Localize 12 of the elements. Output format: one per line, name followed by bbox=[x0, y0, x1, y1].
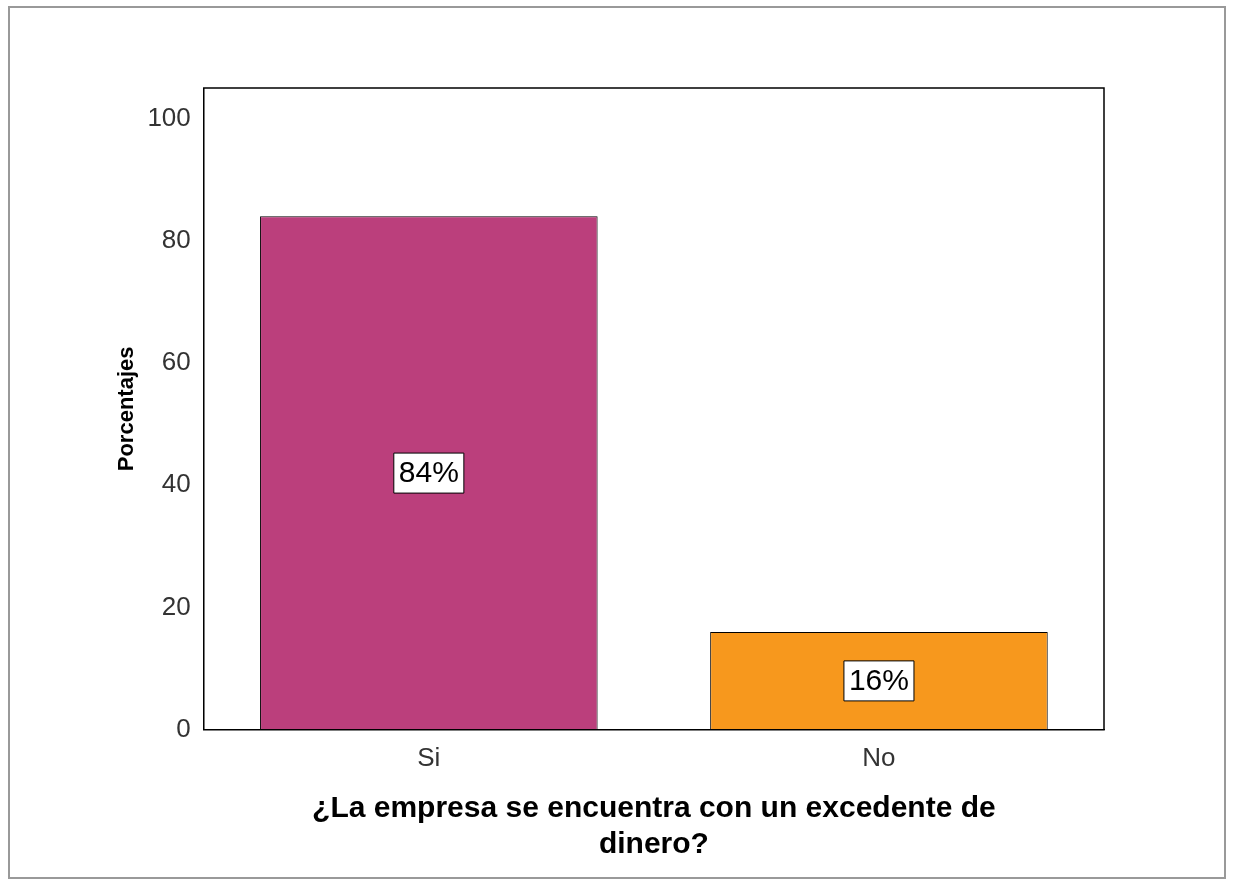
x-tick-label: Si bbox=[417, 741, 441, 772]
y-tick-label: 40 bbox=[161, 468, 191, 499]
x-axis-title: ¿La empresa se encuentra con un excedente de dinero? bbox=[312, 790, 996, 860]
y-tick-label: 20 bbox=[161, 590, 191, 621]
y-tick-label: 100 bbox=[147, 101, 191, 132]
y-axis-title: Porcentajes bbox=[113, 346, 139, 472]
y-tick-label: 80 bbox=[161, 223, 191, 254]
y-tick-label: 0 bbox=[176, 712, 191, 743]
data-label: 84% bbox=[398, 455, 459, 489]
data-label: 16% bbox=[848, 663, 909, 697]
x-tick-label: No bbox=[862, 741, 896, 772]
y-tick-label: 60 bbox=[161, 346, 191, 377]
